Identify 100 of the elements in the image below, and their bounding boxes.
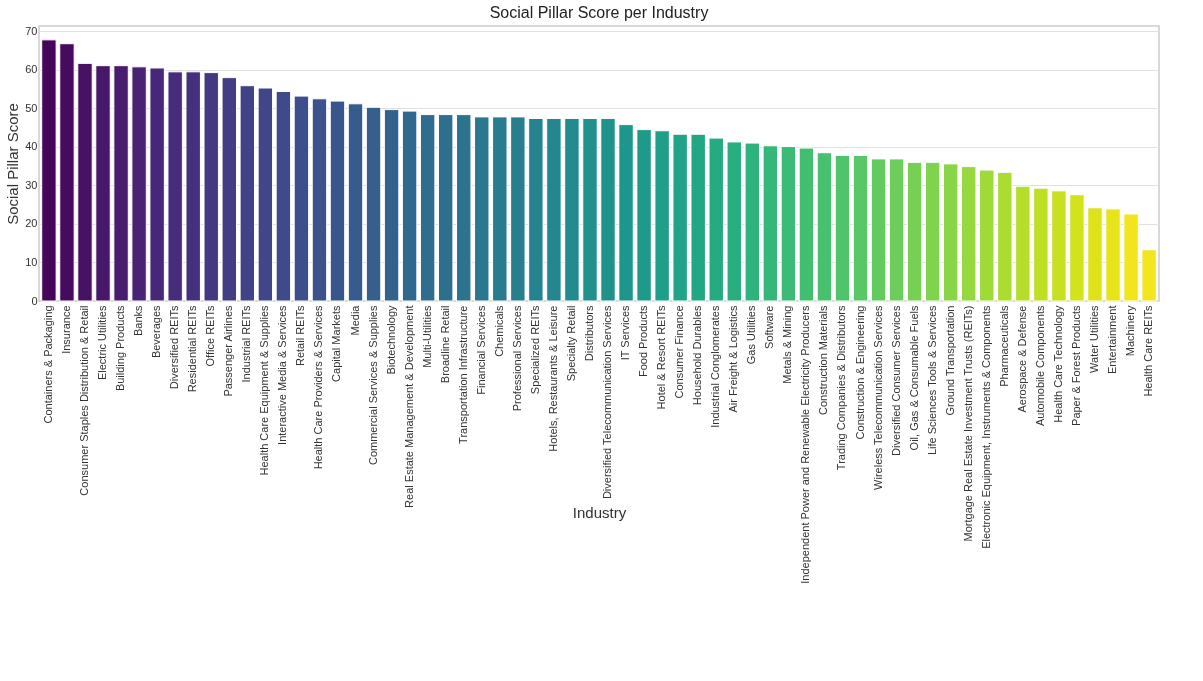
bar xyxy=(582,117,598,302)
x-tick-label: Food Products xyxy=(637,305,650,378)
x-tick-label: Multi-Utilities xyxy=(420,305,433,368)
x-tick-label: Residential REITs xyxy=(186,305,199,393)
bar xyxy=(834,154,851,302)
bar xyxy=(1123,213,1139,302)
y-tick-label: 20 xyxy=(25,217,38,230)
bar xyxy=(979,169,995,302)
x-tick-label: Transportation Infrastructure xyxy=(456,305,469,444)
x-tick-label: Beverages xyxy=(150,305,163,359)
bar xyxy=(59,43,75,302)
bar xyxy=(1069,194,1085,302)
bar xyxy=(906,161,923,302)
x-tick-label: Industrial Conglomerates xyxy=(709,305,722,428)
x-tick-label: Pharmaceuticals xyxy=(997,305,1010,387)
bar xyxy=(311,98,328,302)
x-tick-label: Health Care Technology xyxy=(1051,305,1064,423)
y-tick-label: 60 xyxy=(25,63,38,76)
x-tick-label: Paper & Forest Products xyxy=(1069,305,1082,426)
bar xyxy=(131,66,147,302)
bar xyxy=(816,152,833,302)
x-tick-label: Office REITs xyxy=(204,305,217,367)
x-tick-label: Mortgage Real Estate Investment Trusts (REITs) xyxy=(961,305,974,542)
bar xyxy=(401,110,418,302)
bar xyxy=(528,117,544,302)
x-tick-label: Ground Transportation xyxy=(943,305,956,416)
bar xyxy=(41,39,57,302)
bar xyxy=(239,85,256,302)
bar xyxy=(383,109,400,302)
x-tick-label: Metals & Mining xyxy=(781,305,794,384)
bar xyxy=(924,161,941,302)
bar xyxy=(203,72,219,302)
bar xyxy=(437,114,454,302)
bar xyxy=(961,166,977,302)
x-axis-title: Industry xyxy=(572,503,627,521)
x-tick-label: Wireless Telecommunication Services xyxy=(871,305,884,490)
bar xyxy=(654,130,670,302)
x-tick-label: Automobile Components xyxy=(1033,305,1046,426)
x-tick-label: Media xyxy=(348,304,361,336)
bar xyxy=(618,124,634,302)
y-tick-label: 40 xyxy=(25,140,38,153)
x-tick-label: Banks xyxy=(132,305,145,337)
bar xyxy=(600,117,616,302)
x-tick-label: Broadline Retail xyxy=(438,305,451,384)
x-tick-label: Hotels, Restaurants & Leisure xyxy=(546,305,559,452)
bar xyxy=(798,147,815,302)
x-tick-label: Entertainment xyxy=(1106,305,1119,374)
x-tick-label: Diversified REITs xyxy=(168,305,181,390)
x-tick-label: Health Care Equipment & Supplies xyxy=(258,305,271,476)
bar xyxy=(942,163,959,302)
x-tick-label: Consumer Staples Distribution & Retail xyxy=(77,305,90,496)
bar xyxy=(347,103,364,302)
bar xyxy=(672,133,688,302)
x-tick-label: IT Services xyxy=(619,305,632,361)
bar xyxy=(221,77,237,302)
bar xyxy=(636,129,652,302)
bar xyxy=(690,133,706,302)
bar xyxy=(167,71,183,302)
bar xyxy=(275,90,292,302)
bar xyxy=(1141,249,1157,302)
bar xyxy=(510,116,526,302)
x-tick-label: Hotel & Resort REITs xyxy=(655,305,668,410)
x-tick-label: Life Sciences Tools & Services xyxy=(925,305,938,456)
x-tick-label: Building Products xyxy=(114,305,127,392)
x-tick-label: Health Care Providers & Services xyxy=(312,305,325,470)
x-tick-label: Interactive Media & Services xyxy=(276,305,289,445)
x-tick-label: Electronic Equipment, Instruments & Components xyxy=(979,305,992,549)
bar xyxy=(708,137,724,302)
x-tick-label: Oil, Gas & Consumable Fuels xyxy=(907,305,920,451)
y-axis-title: Social Pillar Score xyxy=(4,103,22,225)
bar xyxy=(852,154,869,302)
bar xyxy=(1033,187,1049,302)
y-tick-label: 30 xyxy=(25,178,38,191)
bar xyxy=(113,65,129,302)
x-tick-label: Specialty Retail xyxy=(564,305,577,382)
x-tick-label: Insurance xyxy=(59,305,72,354)
chart-title: Social Pillar Score per Industry xyxy=(489,4,709,22)
x-tick-label: Trading Companies & Distributors xyxy=(835,305,848,471)
bar xyxy=(419,114,436,302)
x-tick-label: Construction Materials xyxy=(817,305,830,415)
y-tick-label: 70 xyxy=(25,24,38,37)
x-tick-label: Electric Utilities xyxy=(96,305,109,381)
x-tick-label: Aerospace & Defense xyxy=(1015,305,1028,413)
x-tick-label: Industrial REITs xyxy=(240,305,253,383)
bar xyxy=(546,117,562,302)
bar xyxy=(744,142,761,302)
x-tick-label: Financial Services xyxy=(474,305,487,395)
bar xyxy=(95,65,111,302)
bar xyxy=(997,171,1013,302)
bar xyxy=(564,117,580,302)
x-tick-label: Software xyxy=(763,305,776,349)
x-tick-label: Containers & Packaging xyxy=(41,305,54,424)
x-tick-label: Distributors xyxy=(582,305,595,362)
x-tick-label: Biotechnology xyxy=(384,305,397,375)
x-tick-label: Retail REITs xyxy=(294,305,307,367)
bar xyxy=(1051,190,1067,302)
x-tick-label: Professional Services xyxy=(510,305,523,412)
x-tick-label: Air Freight & Logistics xyxy=(727,305,740,413)
bar xyxy=(726,141,742,302)
bar xyxy=(365,106,382,302)
